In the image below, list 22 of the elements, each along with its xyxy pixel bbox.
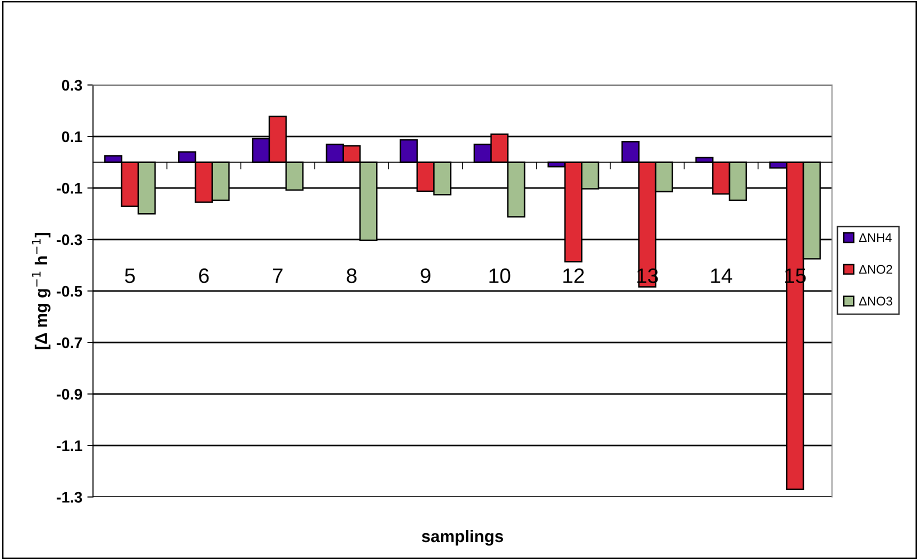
x-tick-label: 9 [420, 268, 430, 284]
x-axis-title: samplings [422, 530, 504, 546]
x-tick-label: 7 [273, 268, 282, 283]
y-tick-label: -0.9 [56, 388, 82, 400]
y-tick-label: -0.5 [56, 286, 82, 297]
x-tick-label: 14 [711, 268, 732, 283]
legend-label: ΔNO3 [859, 296, 892, 306]
x-tick-label: 6 [199, 268, 209, 284]
x-tick-label: 10 [489, 268, 510, 284]
y-tick-label: -0.7 [56, 337, 82, 348]
legend-label: ΔNH4 [859, 233, 892, 242]
y-tick-label: 0.1 [62, 131, 82, 142]
x-tick-label: 8 [346, 268, 357, 284]
x-tick-label: 12 [563, 268, 584, 283]
legend-label: ΔNO2 [859, 264, 892, 274]
y-tick-label: -0.1 [56, 182, 82, 194]
y-tick-label: -1.1 [56, 440, 82, 452]
y-tick-label: -0.3 [56, 234, 82, 246]
x-tick-label: 5 [124, 268, 135, 284]
y-axis-title: [Δ mg g$^{−1}$ h$^{−1}$] [32, 232, 50, 350]
y-tick-label: 0.3 [62, 80, 82, 91]
y-tick-label: -1.3 [56, 492, 82, 503]
